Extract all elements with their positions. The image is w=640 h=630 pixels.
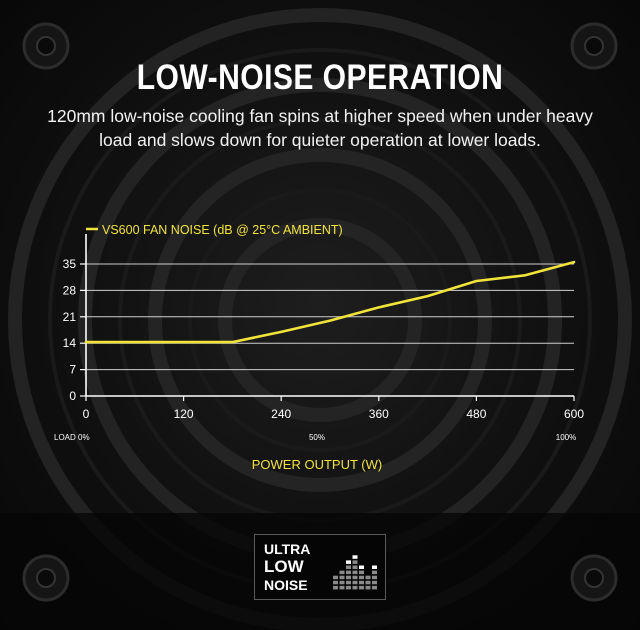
x-tick-label: 0 <box>83 407 90 421</box>
equalizer-bar-segment <box>346 570 351 575</box>
y-axis-ticks: 0 7 14 21 28 35 <box>63 257 86 403</box>
fan-noise-chart: VS600 FAN NOISE (dB @ 25°C AMBIENT) 0 7 14… <box>54 223 584 472</box>
chart-axes <box>85 234 574 397</box>
load-label: 100% <box>556 433 576 442</box>
series-line <box>84 260 576 344</box>
equalizer-bar-segment <box>333 580 338 585</box>
equalizer-bar-segment <box>372 565 377 569</box>
equalizer-bar-segment <box>372 575 377 580</box>
badge-line-ultra: ULTRA <box>264 541 311 557</box>
badge-line-low: LOW <box>264 557 304 576</box>
equalizer-bar-segment <box>372 585 377 590</box>
equalizer-bar-segment <box>339 580 345 585</box>
x-tick-label: 600 <box>564 407 584 421</box>
chart-title: VS600 FAN NOISE (dB @ 25°C AMBIENT) <box>102 223 343 237</box>
y-tick-label: 14 <box>63 336 77 350</box>
equalizer-bar-segment <box>333 585 338 590</box>
y-tick-label: 7 <box>69 363 76 377</box>
y-tick-label: 0 <box>69 389 76 403</box>
equalizer-bar-segment <box>346 580 351 585</box>
y-tick-label: 35 <box>63 257 77 271</box>
equalizer-bar-segment <box>346 575 351 580</box>
load-percentage-labels: LOAD 0% 50% 100% <box>54 433 576 442</box>
equalizer-bar-segment <box>352 570 358 575</box>
screw-bottom-right-icon <box>570 554 618 602</box>
equalizer-bar-segment <box>346 560 351 564</box>
x-tick-label: 240 <box>271 407 291 421</box>
equalizer-bar-segment <box>339 570 345 575</box>
equalizer-bar-segment <box>372 570 377 575</box>
equalizer-bar-segment <box>352 580 358 585</box>
screw-bottom-left-icon <box>22 554 70 602</box>
feature-description: 120mm low-noise cooling fan spins at hig… <box>47 106 593 150</box>
y-tick-label: 28 <box>63 283 77 297</box>
equalizer-bar-segment <box>359 580 364 585</box>
x-tick-label: 480 <box>466 407 486 421</box>
equalizer-bar-segment <box>359 585 364 590</box>
equalizer-bar-segment <box>359 570 364 575</box>
ultra-low-noise-badge: ULTRA LOW NOISE <box>254 534 386 600</box>
equalizer-bar-segment <box>333 575 338 580</box>
equalizer-bar-segment <box>352 575 358 580</box>
equalizer-bar-segment <box>372 580 377 585</box>
screw-top-right-icon <box>570 22 618 70</box>
load-label: LOAD 0% <box>54 433 90 442</box>
equalizer-bar-segment <box>352 555 358 559</box>
equalizer-bar-segment <box>352 565 358 569</box>
equalizer-bar-segment <box>359 565 364 569</box>
equalizer-bar-segment <box>352 585 358 590</box>
y-tick-label: 21 <box>63 310 77 324</box>
load-label: 50% <box>309 433 325 442</box>
screw-top-left-icon <box>22 22 70 70</box>
equalizer-bar-segment <box>365 580 371 585</box>
equalizer-bar-segment <box>365 575 371 580</box>
equalizer-bar-segment <box>346 585 351 590</box>
x-tick-label: 120 <box>174 407 194 421</box>
page-title: LOW-NOISE OPERATION <box>136 58 504 97</box>
x-tick-label: 360 <box>369 407 389 421</box>
equalizer-bar-segment <box>352 560 358 564</box>
equalizer-bar-segment <box>339 585 345 590</box>
badge-line-noise: NOISE <box>264 577 308 593</box>
equalizer-bars-icon <box>333 555 377 590</box>
equalizer-bar-segment <box>346 565 351 569</box>
chart-gridlines <box>86 263 574 371</box>
x-axis-ticks: 0 120 240 360 480 600 <box>83 396 584 421</box>
equalizer-bar-segment <box>339 575 345 580</box>
x-axis-label: POWER OUTPUT (W) <box>252 457 382 472</box>
equalizer-bar-segment <box>359 575 364 580</box>
equalizer-bar-segment <box>365 585 371 590</box>
